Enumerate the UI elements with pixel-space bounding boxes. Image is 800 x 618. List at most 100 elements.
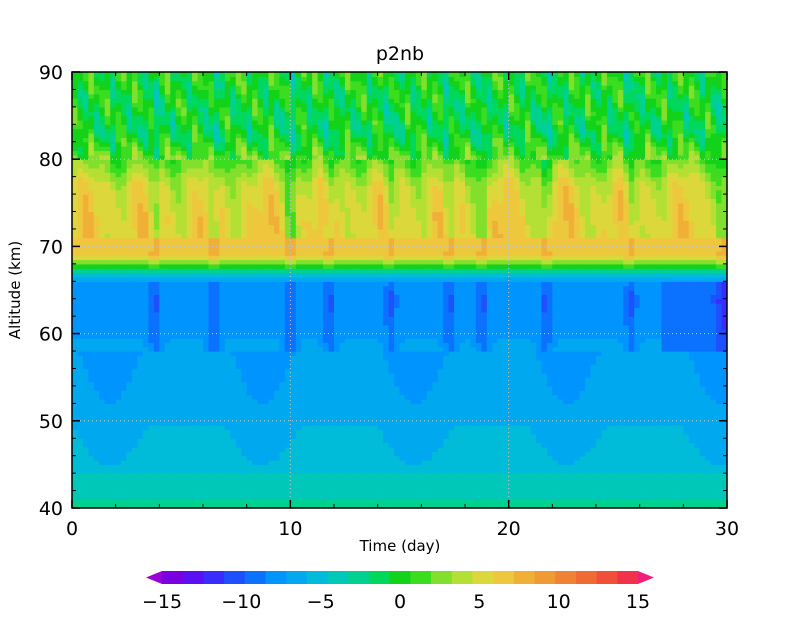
heatmap-cell (688, 337, 695, 343)
heatmap-cell (137, 351, 144, 356)
heatmap-cell (137, 329, 144, 335)
heatmap-cell (601, 351, 608, 356)
heatmap-cell (137, 420, 144, 426)
heatmap-cell (710, 355, 717, 361)
heatmap-cell (361, 503, 368, 508)
heatmap-cell (104, 407, 111, 413)
heatmap-cell (448, 473, 455, 479)
heatmap-cell (454, 329, 461, 335)
heatmap-cell (192, 494, 199, 500)
heatmap-cell (137, 346, 144, 352)
heatmap-cell (383, 490, 390, 496)
heatmap-cell (519, 451, 526, 457)
heatmap-cell (404, 390, 412, 396)
heatmap-cell (284, 351, 291, 356)
heatmap-cell (596, 381, 603, 387)
heatmap-cell (72, 377, 79, 383)
heatmap-cell (192, 372, 199, 378)
heatmap-cell (503, 455, 510, 461)
heatmap-cell (235, 460, 242, 465)
heatmap-cell (486, 464, 493, 470)
heatmap-cell (530, 385, 537, 391)
heatmap-cell (99, 451, 106, 457)
heatmap-cell (454, 438, 461, 444)
heatmap-cell (656, 407, 663, 413)
heatmap-cell (252, 407, 259, 413)
heatmap-cell (132, 351, 139, 356)
heatmap-cell (399, 324, 406, 330)
heatmap-cell (110, 481, 117, 487)
heatmap-cell (623, 364, 630, 370)
heatmap-cell (273, 377, 281, 383)
heatmap-cell (612, 407, 619, 413)
heatmap-cell (546, 464, 553, 470)
heatmap-cell (481, 446, 488, 452)
heatmap-cell (132, 381, 139, 387)
heatmap-cell (383, 503, 390, 508)
heatmap-cell (426, 359, 433, 365)
heatmap-cell (410, 364, 417, 370)
heatmap-cell (328, 342, 335, 348)
heatmap-cell (77, 464, 84, 470)
heatmap-cell (383, 399, 390, 404)
heatmap-cell (639, 355, 646, 361)
heatmap-cell (153, 390, 160, 396)
heatmap-cell (142, 355, 150, 361)
heatmap-cell (617, 490, 624, 496)
heatmap-cell (535, 451, 543, 457)
heatmap-cell (519, 394, 526, 400)
heatmap-cell (273, 372, 281, 378)
heatmap-cell (612, 359, 619, 365)
heatmap-cell (175, 372, 182, 378)
heatmap-cell (677, 342, 684, 348)
heatmap-cell (475, 433, 482, 439)
heatmap-cell (694, 442, 701, 448)
heatmap-cell (465, 368, 472, 374)
heatmap-cell (710, 477, 717, 483)
heatmap-cell (404, 337, 412, 343)
heatmap-cell (448, 381, 455, 387)
heatmap-cell (186, 329, 193, 335)
heatmap-cell (437, 481, 444, 487)
heatmap-cell (552, 477, 559, 483)
heatmap-cell (181, 460, 188, 465)
heatmap-cell (148, 364, 155, 370)
heatmap-cell (634, 486, 641, 492)
heatmap-cell (628, 377, 635, 383)
heatmap-cell (546, 399, 553, 404)
heatmap-cell (323, 455, 330, 461)
heatmap-cell (525, 390, 532, 396)
heatmap-cell (82, 412, 89, 418)
heatmap-cell (77, 364, 84, 370)
heatmap-cell (388, 355, 395, 361)
heatmap-cell (377, 446, 384, 452)
heatmap-cell (104, 403, 111, 409)
heatmap-cell (148, 394, 155, 400)
heatmap-cell (470, 385, 477, 391)
heatmap-cell (432, 416, 439, 422)
heatmap-cell (525, 464, 532, 470)
heatmap-cell (585, 377, 592, 383)
heatmap-cell (99, 359, 106, 365)
heatmap-cell (563, 468, 570, 474)
heatmap-cell (415, 429, 422, 435)
heatmap-cell (159, 481, 166, 487)
heatmap-cell (235, 442, 242, 448)
heatmap-cell (525, 438, 532, 444)
heatmap-cell (535, 364, 543, 370)
heatmap-cell (121, 442, 128, 448)
heatmap-cell (273, 394, 281, 400)
heatmap-cell (137, 464, 144, 470)
heatmap-cell (585, 494, 592, 500)
heatmap-cell (279, 455, 286, 461)
heatmap-cell (301, 460, 308, 465)
heatmap-cell (530, 381, 537, 387)
heatmap-cell (372, 481, 379, 487)
heatmap-cell (328, 494, 335, 500)
heatmap-cell (186, 364, 193, 370)
heatmap-cell (677, 460, 684, 465)
heatmap-cell (415, 412, 422, 418)
heatmap-cell (677, 416, 684, 422)
heatmap-cell (235, 455, 242, 461)
heatmap-cell (623, 342, 630, 348)
